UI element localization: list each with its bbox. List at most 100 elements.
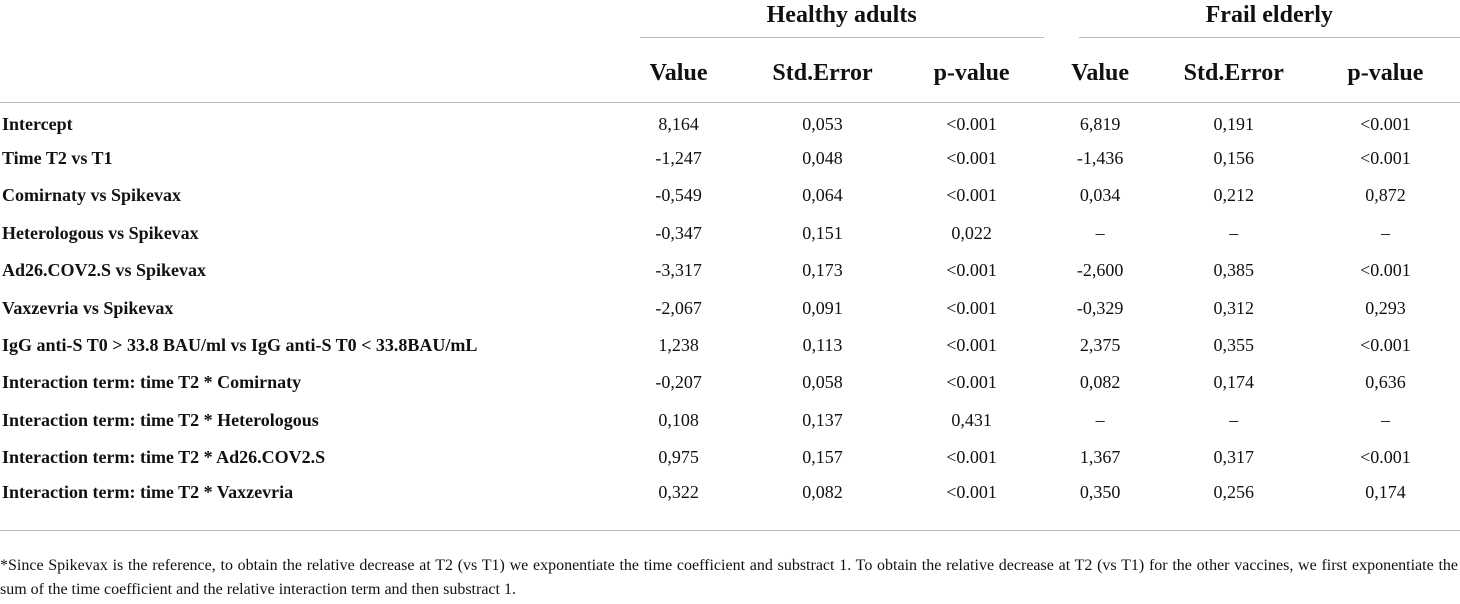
table-cell: 0,975 bbox=[658, 447, 699, 468]
table-cell: 2,375 bbox=[1079, 335, 1121, 356]
table-cell: 0,312 bbox=[1213, 297, 1255, 318]
table-cell: 0,151 bbox=[802, 222, 843, 243]
table-cell: <0.001 bbox=[1360, 113, 1411, 134]
row-label: Interaction term: time T2 * Heterologous bbox=[2, 409, 319, 430]
table-cell: -1,247 bbox=[655, 148, 702, 169]
table-cell: 0,048 bbox=[802, 148, 843, 169]
column-header: Value bbox=[611, 44, 746, 103]
table-cell: 0,064 bbox=[802, 185, 843, 206]
table-body: Intercept 8,164 0,053 <0.001 6,819 0,191 <0.00… bbox=[0, 103, 1460, 514]
row-label: Time T2 vs T1 bbox=[2, 148, 113, 169]
table-cell: 0,173 bbox=[802, 260, 843, 281]
table-row: Vaxzevria vs Spikevax -2,067 0,091 <0.001 -0… bbox=[0, 289, 1460, 326]
group-header-frail-elderly: Frail elderly bbox=[1044, 0, 1460, 44]
row-label: Interaction term: time T2 * Comirnaty bbox=[2, 372, 302, 393]
column-header-row: Value Std.Error p-value Value Std.Error … bbox=[0, 44, 1460, 103]
table-cell: – bbox=[1095, 409, 1105, 430]
table-cell: <0.001 bbox=[946, 447, 997, 468]
table-cell: -1,436 bbox=[1076, 148, 1124, 169]
table-cell: – bbox=[1095, 222, 1105, 243]
table-cell: <0.001 bbox=[946, 185, 997, 206]
table-row: Ad26.COV2.S vs Spikevax -3,317 0,173 <0.001… bbox=[0, 252, 1460, 289]
table-row: Time T2 vs T1 -1,247 0,048 <0.001 -1,436 0,15… bbox=[0, 140, 1460, 177]
table-cell: 0,137 bbox=[802, 409, 843, 430]
table-cell: <0.001 bbox=[946, 113, 997, 134]
table-cell: -0,347 bbox=[655, 222, 702, 243]
table-cell: 0,034 bbox=[1079, 185, 1121, 206]
table-cell: <0.001 bbox=[946, 260, 997, 281]
table-cell: <0.001 bbox=[946, 297, 997, 318]
row-label: Vaxzevria vs Spikevax bbox=[2, 297, 174, 318]
row-label: Ad26.COV2.S vs Spikevax bbox=[2, 260, 207, 281]
table-cell: – bbox=[1229, 409, 1239, 430]
table-cell: 0,191 bbox=[1213, 113, 1255, 134]
group-header-label: Frail elderly bbox=[1078, 2, 1460, 38]
table-cell: 0,174 bbox=[1213, 372, 1255, 393]
table-cell: 0,157 bbox=[802, 447, 843, 468]
column-header-label-spacer bbox=[0, 44, 612, 103]
table-row: Interaction term: time T2 * Ad26.COV2.S 0… bbox=[0, 439, 1460, 476]
table-cell: 0,256 bbox=[1213, 481, 1255, 502]
table-cell: 0,431 bbox=[951, 409, 992, 430]
table-cell: <0.001 bbox=[946, 148, 997, 169]
table-cell: 0,293 bbox=[1365, 297, 1406, 318]
table-cell: -0,207 bbox=[655, 372, 702, 393]
table-cell: 0,385 bbox=[1213, 260, 1255, 281]
row-label: Heterologous vs Spikevax bbox=[2, 222, 199, 243]
group-header-row: Healthy adults Frail elderly bbox=[0, 0, 1460, 44]
table-cell: <0.001 bbox=[1360, 335, 1411, 356]
table-cell: <0.001 bbox=[1360, 447, 1411, 468]
table-cell: <0.001 bbox=[946, 335, 997, 356]
row-label: IgG anti-S T0 > 33.8 BAU/ml vs IgG anti-… bbox=[2, 335, 478, 356]
table-cell: -0,329 bbox=[1076, 297, 1124, 318]
column-header: Std.Error bbox=[1156, 44, 1311, 103]
table-row: Interaction term: time T2 * Heterologous… bbox=[0, 402, 1460, 439]
table-cell: – bbox=[1380, 222, 1390, 243]
group-header-healthy-adults: Healthy adults bbox=[612, 0, 1044, 44]
table-cell: 0,636 bbox=[1365, 372, 1406, 393]
table-bottom-rule bbox=[0, 530, 1460, 531]
table-cell: – bbox=[1229, 222, 1239, 243]
table-cell: -3,317 bbox=[655, 260, 702, 281]
table-cell: 8,164 bbox=[658, 113, 699, 134]
table-cell: 0,156 bbox=[1213, 148, 1255, 169]
header-spacer bbox=[0, 0, 612, 44]
table-cell: 0,108 bbox=[658, 409, 699, 430]
column-header: p-value bbox=[899, 44, 1044, 103]
table-cell: 0,053 bbox=[802, 113, 843, 134]
row-label: Comirnaty vs Spikevax bbox=[2, 185, 182, 206]
table-cell: 0,022 bbox=[951, 222, 992, 243]
table-cell: 1,367 bbox=[1079, 447, 1121, 468]
table-header: Healthy adults Frail elderly Value Std.E… bbox=[0, 0, 1460, 103]
table-cell: 0,113 bbox=[802, 335, 843, 356]
table-row: Interaction term: time T2 * Vaxzevria 0,3… bbox=[0, 476, 1460, 513]
table-row: Heterologous vs Spikevax -0,347 0,151 0,022… bbox=[0, 215, 1460, 252]
table-row: IgG anti-S T0 > 33.8 BAU/ml vs IgG anti-… bbox=[0, 327, 1460, 364]
column-header: p-value bbox=[1310, 44, 1460, 103]
table-cell: 0,212 bbox=[1213, 185, 1255, 206]
table-cell: <0.001 bbox=[1360, 148, 1411, 169]
table-row: Interaction term: time T2 * Comirnaty -0,… bbox=[0, 364, 1460, 401]
results-table: Healthy adults Frail elderly Value Std.E… bbox=[0, 0, 1460, 514]
column-header: Std.Error bbox=[745, 44, 900, 103]
table-cell: -2,600 bbox=[1076, 260, 1124, 281]
table-cell: 0,174 bbox=[1365, 481, 1406, 502]
table-cell: <0.001 bbox=[1360, 260, 1411, 281]
column-header: Value bbox=[1043, 44, 1157, 103]
table-cell: 1,238 bbox=[658, 335, 699, 356]
table-row: Comirnaty vs Spikevax -0,549 0,064 <0.001 0,… bbox=[0, 177, 1460, 214]
table-cell: <0.001 bbox=[946, 372, 997, 393]
table-cell: 6,819 bbox=[1079, 113, 1121, 134]
table-cell: 0,322 bbox=[658, 481, 699, 502]
table-cell: 0,082 bbox=[802, 481, 843, 502]
table-cell: <0.001 bbox=[946, 481, 997, 502]
row-label: Interaction term: time T2 * Ad26.COV2.S bbox=[2, 447, 326, 468]
table-cell: -2,067 bbox=[655, 297, 702, 318]
table-cell: – bbox=[1380, 409, 1390, 430]
table-cell: -0,549 bbox=[655, 185, 702, 206]
table-cell: 0,082 bbox=[1079, 372, 1121, 393]
table-cell: 0,091 bbox=[802, 297, 843, 318]
table-cell: 0,350 bbox=[1079, 481, 1121, 502]
table-cell: 0,317 bbox=[1213, 447, 1255, 468]
